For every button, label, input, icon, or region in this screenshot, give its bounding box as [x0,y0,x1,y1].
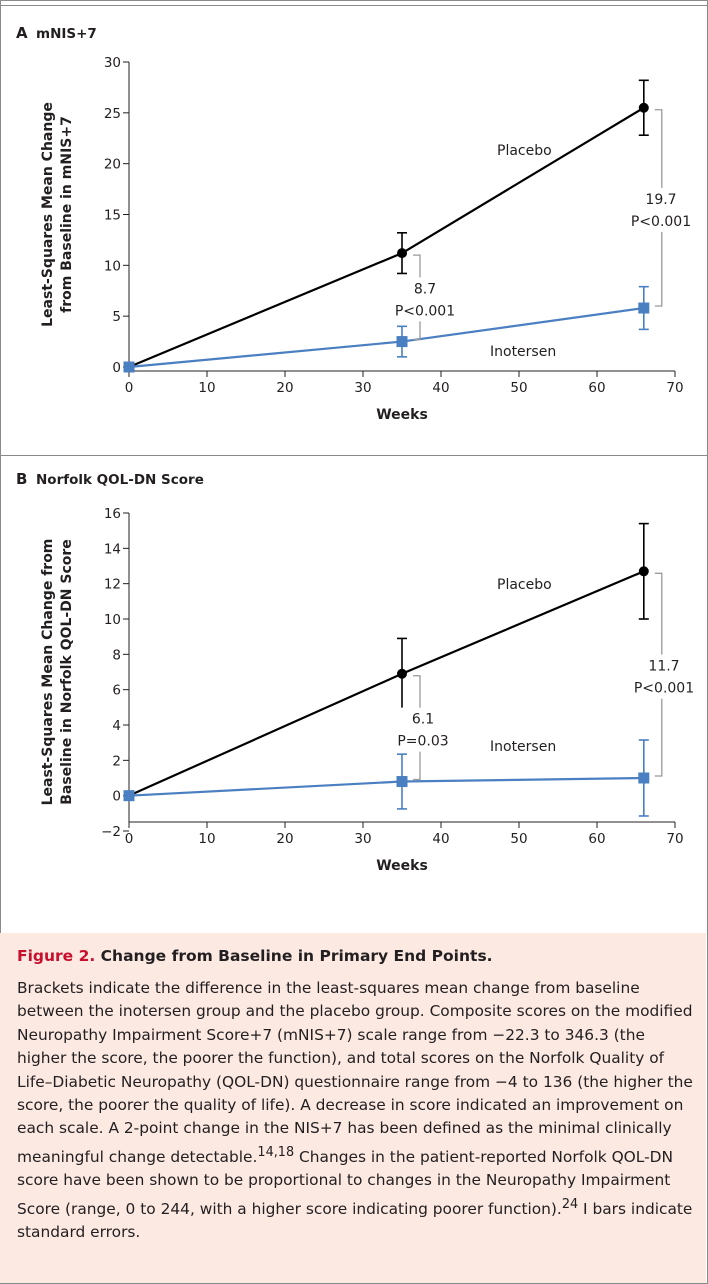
x-tick-label: 30 [354,380,371,396]
panel-letter: B [16,470,27,488]
series-line-placebo [128,570,645,797]
series-line-placebo [128,106,645,369]
y-tick-label: 14 [104,541,121,557]
data-point-inotersen [123,790,135,802]
x-tick-label: 40 [432,831,449,847]
y-tick-label: 20 [104,157,121,173]
figure-label: Figure 2. [17,947,96,965]
x-axis-label: Weeks [376,858,428,874]
y-axis-label-line: Least-Squares Mean Change from [40,539,56,806]
series-label-placebo: Placebo [497,143,552,159]
y-tick-label: 8 [112,647,121,663]
x-tick-label: 70 [666,831,683,847]
y-axis-label-line: from Baseline in mNIS+7 [59,116,75,313]
y-axis-label: Least-Squares Mean Change from Baseline i… [40,539,75,806]
y-tick-label: 6 [112,683,121,699]
y-axis-label-line: Baseline in Norfolk QOL-DN Score [59,539,75,805]
x-tick-label: 40 [432,380,449,396]
y-tick-label: 16 [104,506,121,522]
data-point-inotersen [638,302,650,314]
y-tick-label: 15 [104,208,121,224]
figure-title: Change from Baseline in Primary End Poin… [100,947,493,965]
annotation-backdrop [628,654,700,699]
x-tick-label: 50 [510,831,527,847]
series-line-inotersen [128,776,644,797]
series-line-inotersen [128,306,644,369]
y-tick-label: 4 [112,718,121,734]
x-tick-label: 20 [276,831,293,847]
x-tick-label: 60 [588,831,605,847]
y-tick-label: 0 [112,789,121,805]
top-rule [0,5,708,6]
figure-caption-body: Brackets indicate the difference in the … [17,979,693,1242]
data-point-inotersen [396,776,408,788]
panel-separator [0,455,708,456]
x-tick-label: 20 [276,380,293,396]
x-tick-label: 70 [666,380,683,396]
y-tick-label: −2 [101,824,121,840]
data-point-placebo [638,566,649,577]
x-tick-label: 50 [510,380,527,396]
series-label-inotersen: Inotersen [490,739,556,755]
y-tick-label: 10 [104,612,121,628]
series-label-placebo: Placebo [497,577,552,593]
panel-b: B Norfolk QOL-DN Score −2 0 2 4 6 8 10 12 14 16 0 10 2… [0,455,708,933]
y-tick-label: 25 [104,106,121,122]
data-point-placebo [397,668,407,679]
panel-letter: A [16,24,28,42]
data-point-inotersen [123,361,135,373]
annotation-backdrop [389,277,461,322]
annotation-p-value: P<0.001 [634,681,694,697]
caption-box [0,933,706,1283]
figure-caption-title: Figure 2. Change from Baseline in Primar… [17,947,697,965]
y-tick-label: 5 [112,309,121,325]
data-point-inotersen [638,772,650,784]
annotation-difference: 8.7 [414,281,436,297]
x-tick-label: 10 [198,831,215,847]
data-point-placebo [638,102,649,113]
x-axis-label: Weeks [376,407,428,423]
y-axis-label-line: Least-Squares Mean Change [40,102,56,327]
annotation-p-value: P=0.03 [397,734,448,750]
series-label-inotersen: Inotersen [490,344,556,360]
data-point-placebo [397,248,407,259]
x-tick-label: 0 [125,380,134,396]
x-tick-label: 30 [354,831,371,847]
data-point-inotersen [396,336,408,348]
annotation-p-value: P<0.001 [395,303,455,319]
x-tick-label: 0 [125,831,134,847]
annotation-difference: 6.1 [412,712,434,728]
x-tick-label: 10 [198,380,215,396]
panel-title: mNIS+7 [36,26,97,42]
y-tick-label: 12 [104,577,121,593]
y-tick-label: 0 [112,360,121,376]
x-tick-label: 60 [588,380,605,396]
annotation-backdrop [625,187,697,232]
y-axis-label: Least-Squares Mean Change from Baseline i… [40,102,75,327]
annotation-backdrop [387,707,459,752]
y-tick-label: 2 [112,753,121,769]
y-tick-label: 10 [104,258,121,274]
panel-title: Norfolk QOL-DN Score [36,472,204,488]
annotation-difference: 11.7 [648,659,679,675]
y-tick-label: 30 [104,55,121,71]
annotation-difference: 19.7 [645,192,676,208]
annotation-p-value: P<0.001 [631,214,691,230]
